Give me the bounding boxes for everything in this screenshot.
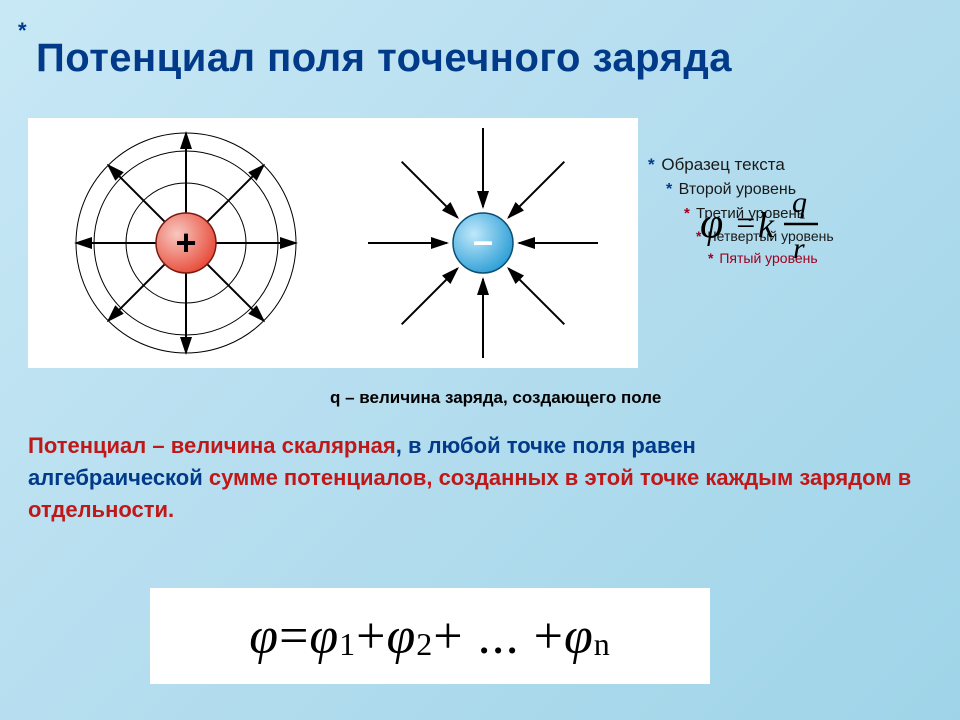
point-charge-formula: φ = k q r bbox=[700, 182, 820, 277]
bullet-star-icon: * bbox=[648, 155, 659, 174]
field-svg: +– bbox=[28, 118, 638, 368]
legend-text: Образец текста bbox=[661, 155, 784, 174]
p-seg2: , в любой точке поля равен bbox=[396, 433, 696, 458]
mf-plus1: + bbox=[356, 607, 386, 666]
mf-phi: φ bbox=[249, 607, 279, 666]
mf-s1: 1 bbox=[339, 626, 356, 663]
svg-text:k: k bbox=[758, 205, 775, 245]
field-figure: +– bbox=[28, 118, 638, 368]
mf-s2: 2 bbox=[416, 626, 433, 663]
svg-text:φ: φ bbox=[700, 201, 723, 247]
svg-text:r: r bbox=[793, 232, 805, 265]
mf-phi2: φ bbox=[387, 607, 417, 666]
svg-text:–: – bbox=[473, 220, 493, 261]
definition-paragraph: Потенциал – величина скалярная, в любой … bbox=[28, 430, 928, 526]
svg-text:q: q bbox=[792, 186, 807, 219]
p-seg3: алгебраической bbox=[28, 465, 209, 490]
bullet-star-icon: * bbox=[684, 205, 694, 222]
mf-dots: + ... + bbox=[433, 607, 564, 666]
q-caption: q – величина заряда, создающего поле bbox=[330, 388, 661, 408]
bullet-star-icon: * bbox=[666, 181, 677, 198]
page-title: Потенциал поля точечного заряда bbox=[36, 36, 732, 81]
svg-text:+: + bbox=[175, 222, 196, 263]
mf-eq: = bbox=[279, 607, 309, 666]
title-star: * bbox=[18, 18, 27, 44]
p-seg1: Потенциал – величина скалярная bbox=[28, 433, 396, 458]
mf-sn: n bbox=[594, 626, 611, 663]
svg-text:=: = bbox=[734, 205, 757, 242]
superposition-formula: φ = φ1 + φ2 + ... + φn bbox=[150, 588, 710, 684]
mf-phin: φ bbox=[564, 607, 594, 666]
legend-level: * Образец текста bbox=[648, 155, 940, 175]
mf-phi1: φ bbox=[309, 607, 339, 666]
